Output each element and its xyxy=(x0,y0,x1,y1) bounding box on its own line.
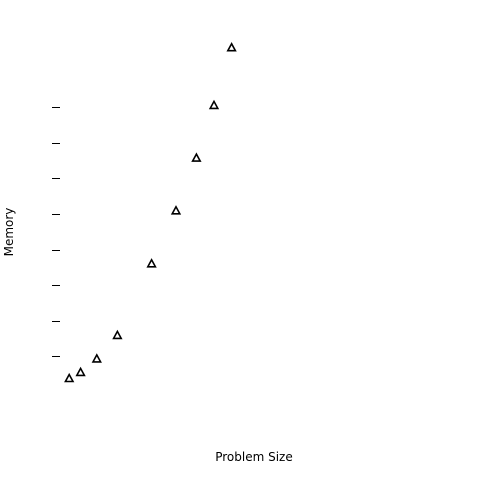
data-point-5 xyxy=(146,258,157,268)
y-axis-ticks xyxy=(52,107,60,357)
data-point-7 xyxy=(191,152,202,162)
data-point-4 xyxy=(112,329,123,340)
data-point-8 xyxy=(208,99,220,110)
y-axis-label: Memory xyxy=(2,208,16,257)
x-axis-label: Problem Size xyxy=(215,450,293,464)
data-point-9 xyxy=(226,42,237,52)
data-point-6 xyxy=(170,205,182,215)
data-point-2 xyxy=(75,366,86,377)
data-points xyxy=(64,42,237,383)
data-point-1 xyxy=(64,372,75,383)
data-point-3 xyxy=(91,353,102,363)
